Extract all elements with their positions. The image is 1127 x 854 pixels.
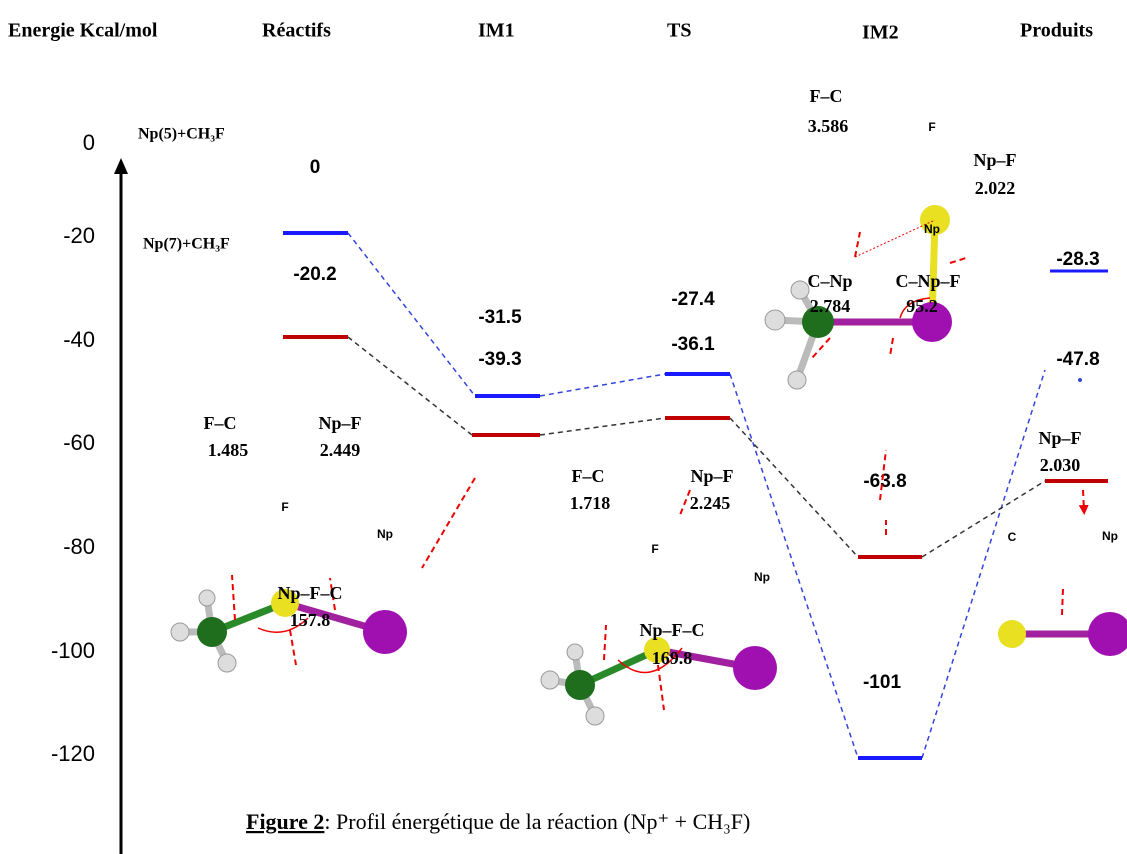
h-atom xyxy=(541,671,559,689)
h-atom xyxy=(765,310,785,330)
atom-label: Np xyxy=(924,222,940,236)
species-labels: Np(5)+CH₃F Np(7)+CH₃F xyxy=(138,126,230,253)
h-atom xyxy=(199,590,215,606)
bond-label: F–C xyxy=(204,413,237,433)
h-atom xyxy=(791,281,809,299)
dot xyxy=(1078,378,1082,382)
bond-label: Np–F xyxy=(1038,428,1081,448)
caption: Figure 2: Profil énergétique de la réact… xyxy=(246,809,750,834)
bond-label: Np–F xyxy=(973,150,1016,170)
species-label: Np(5)+CH₃F xyxy=(138,126,225,143)
energy-diagram: Energie Kcal/mol Réactifs IM1 TS IM2 Pro… xyxy=(0,0,1127,854)
c-atom xyxy=(565,670,595,700)
angle-value: 95.2 xyxy=(906,296,938,316)
energy-label: -31.5 xyxy=(478,307,522,328)
energy-label: -27.4 xyxy=(671,289,715,310)
atom-label: Np xyxy=(377,527,393,541)
angle-label: Np–F–C xyxy=(277,583,342,603)
atom-label: Np xyxy=(1102,529,1118,543)
axis-arrow xyxy=(114,158,128,174)
energy-label: -63.8 xyxy=(863,471,906,492)
atom-label: F xyxy=(281,500,288,514)
bond-label: Np–F xyxy=(690,466,733,486)
energy-label: -47.8 xyxy=(1056,349,1099,370)
bond-value: 1.485 xyxy=(208,440,249,460)
bond-value: 1.718 xyxy=(570,493,611,513)
tick-label: -20 xyxy=(63,223,95,248)
tick-label: -80 xyxy=(63,534,95,559)
energy-label: -20.2 xyxy=(293,264,336,285)
caption-text: : Profil énergétique de la réaction (Np⁺… xyxy=(324,809,750,834)
tick-label: -100 xyxy=(51,638,95,663)
header: Energie Kcal/mol Réactifs IM1 TS IM2 Pro… xyxy=(8,20,1093,44)
tick-label: 0 xyxy=(83,130,95,155)
np-atom xyxy=(733,646,777,690)
atom-label: C xyxy=(1008,530,1017,544)
energy-labels: 0 -20.2 -31.5 -39.3 -27.4 -36.1 -63.8 -1… xyxy=(293,157,1099,693)
h-atom xyxy=(788,371,806,389)
angle-label: C–Np–F xyxy=(895,271,960,291)
column-label: IM1 xyxy=(478,20,515,42)
c-atom xyxy=(197,617,227,647)
bond-value: 2.245 xyxy=(690,493,731,513)
page: {"header":{"axis_label":"Energie Kcal/mo… xyxy=(0,0,1127,854)
atom-label: F xyxy=(651,542,658,556)
black-path xyxy=(348,337,1045,557)
angle-value: 157.8 xyxy=(290,610,331,630)
h-atom xyxy=(586,707,604,725)
h-atom xyxy=(567,644,583,660)
bond-value: 2.030 xyxy=(1040,455,1081,475)
bond-label: Np–F xyxy=(318,413,361,433)
bond-label: F–C xyxy=(572,466,605,486)
angle-label: Np–F–C xyxy=(639,620,704,640)
np-atom xyxy=(363,610,407,654)
column-label: TS xyxy=(667,20,691,42)
bond-value: 3.586 xyxy=(808,116,849,136)
bond-value: 2.022 xyxy=(975,178,1016,198)
h-atom xyxy=(218,654,236,672)
axis-ticks: 0 -20 -40 -60 -80 -100 -120 xyxy=(51,130,95,766)
tick-label: -60 xyxy=(63,430,95,455)
bond-label: F–C xyxy=(810,86,843,106)
atom-label: Np xyxy=(754,570,770,584)
annotations: F–C 1.485 Np–F 2.449 F Np Np–F–C 157.8 F… xyxy=(204,86,1119,668)
tick-label: -120 xyxy=(51,741,95,766)
energy-label: -101 xyxy=(863,672,901,693)
bond-value: 2.784 xyxy=(810,296,851,316)
column-label: Réactifs xyxy=(262,20,331,42)
bond-value: 2.449 xyxy=(320,440,361,460)
column-label: IM2 xyxy=(862,22,899,44)
h-atom xyxy=(171,623,189,641)
energy-label: -39.3 xyxy=(478,349,521,370)
f-atom xyxy=(998,620,1026,648)
bond-label: C–Np xyxy=(807,271,852,291)
species-label: Np(7)+CH₃F xyxy=(143,236,230,253)
np-atom xyxy=(1088,612,1127,656)
column-label: Produits xyxy=(1020,20,1093,42)
atom-label: F xyxy=(928,120,935,134)
energy-label: -28.3 xyxy=(1056,249,1099,270)
energy-label: -36.1 xyxy=(671,334,715,355)
tick-label: -40 xyxy=(63,327,95,352)
caption-figure: Figure 2 xyxy=(246,809,324,834)
energy-label: 0 xyxy=(310,157,321,178)
axis-title: Energie Kcal/mol xyxy=(8,20,158,42)
angle-value: 169.8 xyxy=(652,648,693,668)
